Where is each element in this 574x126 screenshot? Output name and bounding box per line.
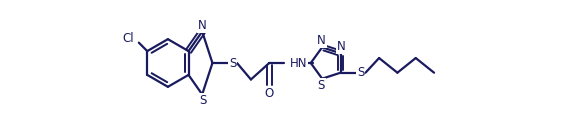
- Text: Cl: Cl: [123, 32, 134, 45]
- Text: O: O: [265, 87, 274, 100]
- Text: N: N: [337, 40, 346, 53]
- Text: HN: HN: [289, 56, 307, 70]
- Text: S: S: [318, 79, 325, 92]
- Text: N: N: [198, 19, 207, 32]
- Text: S: S: [199, 94, 207, 107]
- Text: N: N: [317, 34, 326, 47]
- Text: S: S: [229, 56, 236, 70]
- Text: S: S: [357, 66, 364, 79]
